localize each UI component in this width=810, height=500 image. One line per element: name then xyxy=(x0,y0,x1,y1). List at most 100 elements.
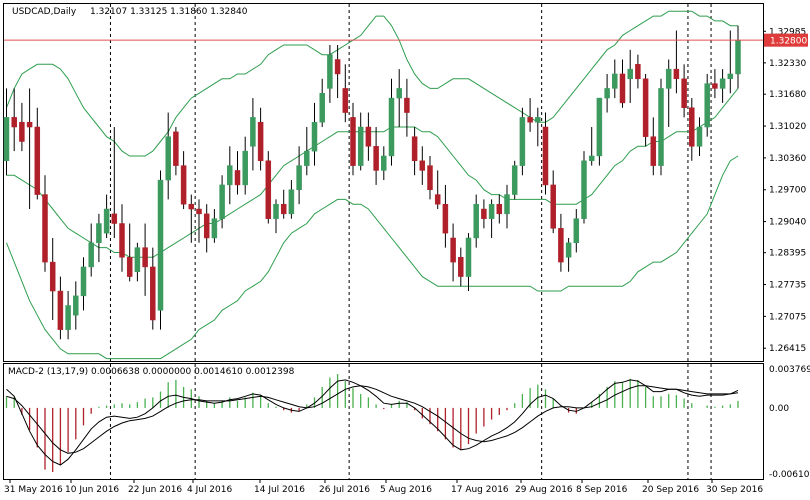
chart-symbol: USDCAD,Daily xyxy=(12,7,77,17)
price-tick-label: 1.28395 xyxy=(769,249,806,259)
candle-body xyxy=(411,136,418,162)
candle-body xyxy=(727,73,734,80)
candle-body xyxy=(180,165,187,205)
candle-body xyxy=(535,117,541,123)
time-tick-label: 31 May 2016 xyxy=(4,485,63,495)
price-tick-label: 1.32330 xyxy=(769,59,806,69)
candle-body xyxy=(73,295,79,316)
time-tick-label: 29 Aug 2016 xyxy=(515,485,573,495)
candle-body xyxy=(650,136,657,166)
time-tick-label: 22 Jun 2016 xyxy=(128,485,182,495)
macd-title: MACD-2 (13,17,9) 0.0006638 0.0000000 0.0… xyxy=(8,367,295,377)
candle-body xyxy=(612,73,618,89)
candle-body xyxy=(681,78,687,108)
chart-ohlc: 1.32107 1.33125 1.31860 1.32840 xyxy=(90,7,248,17)
candle-body xyxy=(327,54,333,89)
band-middle xyxy=(6,88,739,258)
time-tick-label: 20 Sep 2016 xyxy=(642,485,699,495)
candle-body xyxy=(419,160,426,171)
bollinger-bands xyxy=(6,10,739,360)
candle-body xyxy=(596,97,603,157)
candle-body xyxy=(304,150,310,166)
price-tick-label: 1.31020 xyxy=(769,122,806,132)
candle-body xyxy=(142,247,148,268)
candle-body xyxy=(458,257,464,277)
candle-body xyxy=(696,126,703,147)
candle-body xyxy=(188,203,195,210)
candle-body xyxy=(365,126,372,147)
candle-body xyxy=(527,117,533,123)
candle-body xyxy=(450,237,456,263)
price-tick-label: 1.31680 xyxy=(769,90,806,100)
candle-body xyxy=(619,73,626,104)
candle-body xyxy=(396,88,402,99)
vertical-grid xyxy=(109,4,712,479)
candle-body xyxy=(558,228,564,263)
candle-body xyxy=(350,117,356,166)
candle-body xyxy=(658,88,664,166)
candle-body xyxy=(712,83,718,89)
candle-body xyxy=(473,203,479,239)
candle-body xyxy=(342,88,349,113)
candle-body xyxy=(581,160,587,219)
candle-body xyxy=(442,203,449,234)
time-tick-label: 17 Aug 2016 xyxy=(451,485,509,495)
candle-body xyxy=(635,64,641,80)
candle-body xyxy=(150,266,156,321)
candle-body xyxy=(319,93,325,123)
price-tick-label: 1.30360 xyxy=(769,154,806,164)
time-tick-label: 14 Jul 2016 xyxy=(254,485,305,495)
candle-body xyxy=(373,146,379,171)
candle-body xyxy=(627,68,633,80)
time-tick-label: 5 Aug 2016 xyxy=(380,485,432,495)
macd-axis-label: 0.00 xyxy=(769,404,789,414)
candle-body xyxy=(388,97,395,157)
candle-body xyxy=(673,68,680,80)
candle-body xyxy=(96,223,102,244)
candle-body xyxy=(257,121,264,162)
candle-body xyxy=(173,131,179,166)
candle-body xyxy=(357,126,364,166)
candles xyxy=(3,25,741,340)
candle-body xyxy=(219,184,225,219)
main-plot-frame xyxy=(3,3,764,362)
candle-body xyxy=(111,213,118,224)
candle-body xyxy=(134,247,141,272)
candle-body xyxy=(481,208,487,219)
candle-body xyxy=(519,117,526,166)
macd-indicator xyxy=(5,374,739,472)
candle-body xyxy=(565,242,572,258)
candle-body xyxy=(288,189,295,215)
price-tick-label: 1.26415 xyxy=(769,344,806,354)
price-axis: 1.32985 1.32330 1.31680 1.31020 1.30360 1.297… xyxy=(763,27,806,354)
candle-body xyxy=(334,59,341,75)
macd-plot-frame xyxy=(3,363,764,480)
candle-body xyxy=(3,117,10,162)
candle-body xyxy=(227,165,233,186)
candle-body xyxy=(504,194,510,215)
candle-body xyxy=(80,266,87,297)
candle-body xyxy=(273,203,279,219)
candle-body xyxy=(381,155,387,171)
band-upper xyxy=(6,10,738,157)
candle-body xyxy=(34,126,41,195)
current-price-tag xyxy=(764,33,808,47)
current-price-tag-label: 1.32800 xyxy=(770,37,807,47)
candle-body xyxy=(719,78,726,89)
price-tick-label: 1.29700 xyxy=(769,186,806,196)
candle-body xyxy=(689,107,695,147)
candle-body xyxy=(588,155,595,162)
macd-main-line xyxy=(6,379,739,466)
candle-body xyxy=(203,213,210,239)
candle-body xyxy=(157,179,164,311)
candle-body xyxy=(65,305,71,330)
candle-body xyxy=(488,203,495,219)
candle-body xyxy=(88,242,94,268)
time-tick-label: 26 Jul 2016 xyxy=(319,485,370,495)
candle-body xyxy=(42,194,48,263)
candle-body xyxy=(26,121,33,128)
candle-body xyxy=(19,121,25,142)
candle-body xyxy=(234,170,241,186)
